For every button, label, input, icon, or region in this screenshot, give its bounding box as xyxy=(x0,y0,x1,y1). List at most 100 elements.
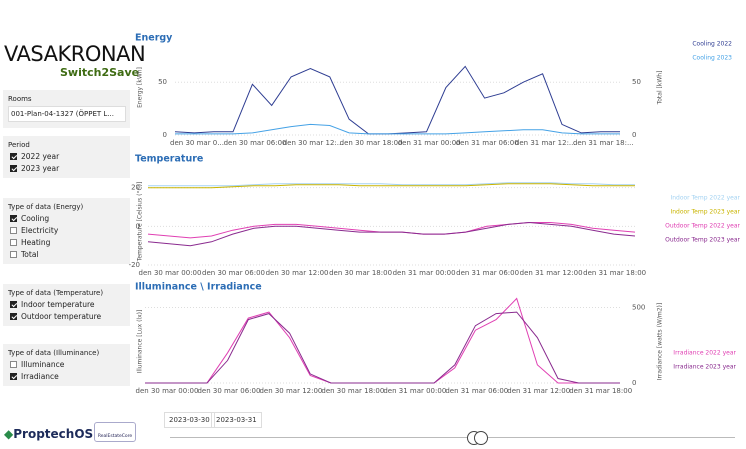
option-label: Electricity xyxy=(21,226,59,235)
filter-label: Period xyxy=(8,141,30,149)
option-label: Total xyxy=(21,250,39,259)
checkbox[interactable] xyxy=(10,227,17,234)
rec-logo: RealEstateCore xyxy=(94,422,136,442)
x-tick-label: den 31 mar 06:00 xyxy=(445,387,508,395)
legend-entry: Outdoor Temp 2023 year xyxy=(665,237,740,244)
x-tick-label: den 31 mar 06:00 xyxy=(456,269,519,277)
x-tick-label: den 30 mar 12:... xyxy=(283,139,344,147)
checkbox[interactable] xyxy=(10,313,17,320)
filter-option[interactable]: Total xyxy=(10,250,130,259)
checkbox[interactable] xyxy=(10,165,17,172)
filter-option[interactable]: Cooling xyxy=(10,214,130,223)
y-tick-label: 0 xyxy=(136,222,140,230)
filter-option[interactable]: Illuminance xyxy=(10,360,130,369)
option-label: Illuminance xyxy=(21,360,65,369)
series-line xyxy=(148,182,635,187)
filter-panel: Type of data (Energy) Cooling Electricity H… xyxy=(3,198,130,264)
checkbox[interactable] xyxy=(10,239,17,246)
series-line xyxy=(148,183,635,189)
x-tick-label: den 31 mar 12:... xyxy=(515,139,576,147)
filter-panel: Period 2022 year 2023 year xyxy=(3,136,130,178)
y2-tick-label: 50 xyxy=(632,78,641,86)
y-tick-label: 20 xyxy=(131,184,140,192)
subbrand: Switch2Save xyxy=(60,66,140,79)
x-tick-label: den 31 mar 18:... xyxy=(573,139,634,147)
y-tick-label: -20 xyxy=(129,261,140,269)
y-axis-label: Energy [kWh] xyxy=(137,67,144,108)
filter-panel: Type of data (Illuminance) Illuminance Irr… xyxy=(3,344,130,386)
legend-entry: Cooling 2023 xyxy=(692,55,732,62)
x-tick-label: den 30 mar 18:00 xyxy=(329,269,392,277)
filter-label: Type of data (Illuminance) xyxy=(8,349,100,357)
x-tick-label: den 30 mar 18:00 xyxy=(321,387,384,395)
y-axis-label: Illuminance [Lux (lx)] xyxy=(137,310,144,374)
x-tick-label: den 30 mar 06:00 xyxy=(224,139,287,147)
x-tick-label: den 31 mar 18:00 xyxy=(569,387,632,395)
legend-entry: Indoor Temp 2023 year xyxy=(670,209,740,216)
x-tick-label: den 31 mar 00:00 xyxy=(393,269,456,277)
series-line xyxy=(175,123,620,135)
proptech-logo: ◆ProptechOS xyxy=(4,427,94,441)
checkbox[interactable] xyxy=(10,301,17,308)
filter-panel: Type of data (Temperature) Indoor tempera… xyxy=(3,284,130,326)
x-tick-label: den 30 mar 12:00 xyxy=(259,387,322,395)
y-tick-label: 50 xyxy=(158,78,167,86)
option-label: Indoor temperature xyxy=(21,300,95,309)
x-tick-label: den 31 mar 00:00 xyxy=(383,387,446,395)
y2-tick-label: 0 xyxy=(632,131,636,139)
brand: VASAKRONAN xyxy=(4,42,146,66)
legend-entry: Indoor Temp 2022 year xyxy=(670,195,740,202)
y2-tick-label: 500 xyxy=(632,304,645,312)
x-tick-label: den 31 mar 00:00 xyxy=(398,139,461,147)
legend-entry: Irradiance 2023 year xyxy=(673,364,736,371)
filter-option[interactable]: 2022 year xyxy=(10,152,130,161)
rooms-label: Rooms xyxy=(8,95,32,103)
y2-axis-label: Irradiance [watts (W/m2)] xyxy=(657,303,664,380)
filter-option[interactable]: Irradiance xyxy=(10,372,130,381)
checkbox[interactable] xyxy=(10,215,17,222)
chart-title: Illuminance \ Irradiance xyxy=(135,282,262,293)
slider-handle[interactable] xyxy=(474,431,488,445)
checkbox[interactable] xyxy=(10,153,17,160)
series-line xyxy=(145,297,620,384)
checkbox[interactable] xyxy=(10,373,17,380)
filter-option[interactable]: Indoor temperature xyxy=(10,300,130,309)
date-end[interactable]: 2023-03-31 xyxy=(211,412,262,428)
option-label: Irradiance xyxy=(21,372,59,381)
series-line xyxy=(147,222,636,239)
option-label: 2022 year xyxy=(21,152,60,161)
checkbox[interactable] xyxy=(10,361,17,368)
filter-option[interactable]: Heating xyxy=(10,238,130,247)
option-label: Heating xyxy=(21,238,51,247)
option-label: Outdoor temperature xyxy=(21,312,102,321)
rooms-dropdown[interactable]: 001-Plan-04-1327 (ÖPPET L... xyxy=(8,106,126,122)
filter-option[interactable]: Outdoor temperature xyxy=(10,312,130,321)
x-tick-label: den 31 mar 18:00 xyxy=(583,269,646,277)
x-tick-label: den 30 mar 12:00 xyxy=(266,269,329,277)
filter-option[interactable]: Electricity xyxy=(10,226,130,235)
series-line xyxy=(147,221,636,247)
option-label: Cooling xyxy=(21,214,50,223)
y-axis-label: Temperature [Celsius (°C)] xyxy=(137,182,144,263)
series-line xyxy=(174,65,620,135)
filter-label: Type of data (Temperature) xyxy=(8,289,104,297)
option-label: 2023 year xyxy=(21,164,60,173)
rooms-panel: Rooms 001-Plan-04-1327 (ÖPPET L... xyxy=(3,90,130,128)
y2-axis-label: Total [kWh] xyxy=(657,71,664,106)
legend-entry: Irradiance 2022 year xyxy=(673,350,736,357)
legend-entry: Cooling 2022 xyxy=(692,41,732,48)
x-tick-label: den 31 mar 12:00 xyxy=(520,269,583,277)
checkbox[interactable] xyxy=(10,251,17,258)
chart-title: Energy xyxy=(135,33,173,44)
chart-title: Temperature xyxy=(135,154,203,165)
x-tick-label: den 30 mar 06:00 xyxy=(202,269,265,277)
x-tick-label: den 31 mar 06:00 xyxy=(456,139,519,147)
series-line xyxy=(145,311,620,384)
legend-entry: Outdoor Temp 2022 year xyxy=(665,223,740,230)
y2-tick-label: 0 xyxy=(632,379,636,387)
date-start[interactable]: 2023-03-30 xyxy=(164,412,215,428)
x-tick-label: den 30 mar 00:00 xyxy=(139,269,202,277)
filter-option[interactable]: 2023 year xyxy=(10,164,130,173)
